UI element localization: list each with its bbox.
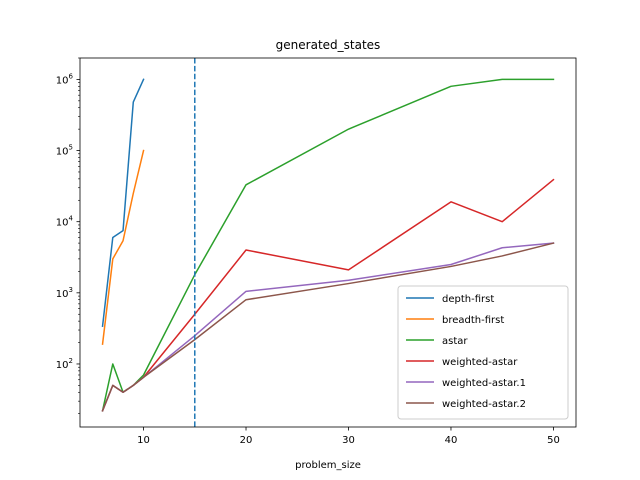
chart-title: generated_states — [276, 38, 381, 52]
plot-frame — [79, 57, 577, 428]
legend-label-1: breadth-first — [442, 315, 504, 326]
series-line-0 — [101, 78, 145, 327]
plot-marks — [101, 58, 555, 427]
x-tick-label: 50 — [547, 435, 560, 446]
legend-label-4: weighted-astar.1 — [442, 378, 526, 389]
y-tick-label: 103 — [56, 286, 73, 300]
x-axis-title: problem_size — [295, 460, 361, 471]
y-tick-label: 105 — [56, 144, 73, 158]
x-tick-label: 10 — [137, 435, 150, 446]
legend-box — [397, 285, 569, 420]
legend-label-5: weighted-astar.2 — [442, 399, 526, 410]
legend-label-0: depth-first — [442, 294, 494, 305]
x-tick-label: 20 — [240, 435, 253, 446]
x-tick-label: 40 — [445, 435, 458, 446]
legend-label-3: weighted-astar — [442, 357, 518, 368]
x-tick-label: 30 — [342, 435, 355, 446]
series-line-1 — [101, 149, 145, 345]
y-tick-label: 102 — [56, 357, 73, 371]
legend: depth-first breadth-first astar weighted-as… — [397, 285, 569, 420]
y-axis: 102 103 104 105 106 — [56, 57, 80, 414]
legend-label-2: astar — [442, 336, 468, 347]
x-axis: 10 20 30 40 50 — [137, 427, 560, 446]
y-tick-label: 106 — [56, 72, 74, 86]
y-tick-label: 104 — [56, 215, 74, 229]
